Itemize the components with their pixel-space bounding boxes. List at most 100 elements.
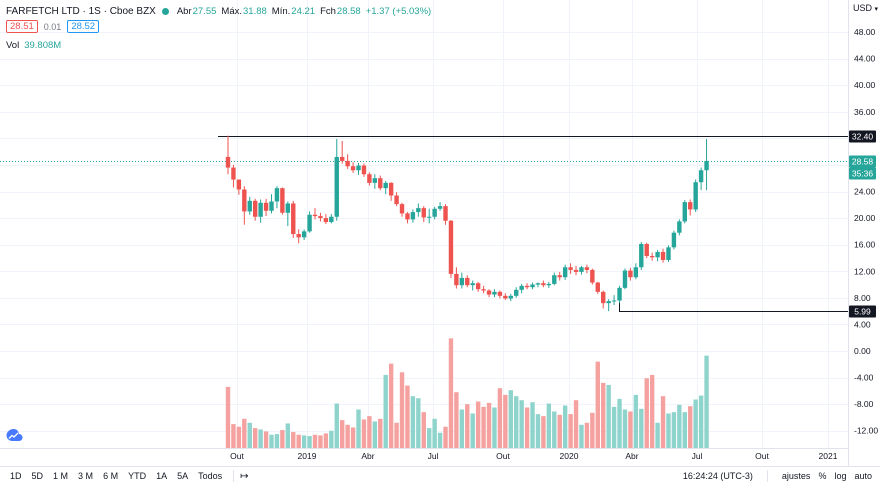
- candle: [590, 268, 595, 285]
- price-axis-label: 44.00: [854, 54, 876, 64]
- volume-bar: [644, 378, 649, 448]
- time-axis-label: Out: [230, 451, 244, 461]
- candle-body: [345, 160, 350, 167]
- candle: [443, 204, 448, 225]
- timeframe-todos[interactable]: Todos: [198, 471, 223, 481]
- bottom-toolbar: 1D 5D 1 M 3 M 6 M YTD 1A 5A Todos ↦ 16:2…: [0, 466, 880, 485]
- candle: [263, 198, 269, 217]
- price-chart[interactable]: 48.0044.0040.0036.0032.0028.0024.0020.00…: [0, 0, 880, 466]
- candle-body: [617, 287, 622, 301]
- support-price-tag[interactable]: 5.99: [849, 305, 876, 318]
- candle: [291, 200, 296, 239]
- resistance-price-tag-bg: [849, 130, 876, 143]
- candle-body: [269, 201, 274, 211]
- price-axis-label: -8.00: [854, 399, 874, 409]
- adjust-button[interactable]: ajustes: [781, 471, 811, 481]
- candle: [225, 135, 231, 175]
- clock-time[interactable]: 16:24:24 (UTC-3): [682, 471, 753, 481]
- volume-bar: [269, 434, 274, 448]
- timeframe-3m[interactable]: 3 M: [78, 471, 94, 481]
- volume-bar: [274, 434, 280, 448]
- candle-body: [231, 167, 236, 180]
- candle: [633, 263, 639, 280]
- volume-value: 39.808M: [24, 40, 62, 51]
- last-price-tag[interactable]: 28.58: [849, 155, 876, 168]
- candle-body: [492, 291, 497, 295]
- price-axis[interactable]: 48.0044.0040.0036.0032.0028.0024.0020.00…: [854, 27, 878, 436]
- candle: [535, 282, 541, 288]
- candle: [682, 200, 687, 224]
- candle-body: [660, 251, 666, 260]
- candle: [508, 293, 513, 302]
- time-axis[interactable]: Out 2019 Abr Jul Out 2020 Abr Jul Out 2021: [230, 451, 838, 461]
- volume-bars: [225, 338, 709, 448]
- toolbar-right: 16:24:24 (UTC-3) ajustes % log auto: [683, 470, 880, 482]
- timeframe-1m[interactable]: 1 M: [53, 471, 69, 481]
- volume-bar: [285, 423, 291, 448]
- candle: [318, 212, 323, 222]
- candle: [481, 285, 486, 294]
- timeframe-5d[interactable]: 5D: [31, 471, 44, 481]
- volume-bar: [421, 412, 426, 448]
- candle-body: [535, 283, 541, 285]
- volume-bar: [416, 398, 421, 448]
- time-axis-label: Jul: [692, 451, 703, 461]
- candle-body: [443, 206, 448, 221]
- timeframe-1d[interactable]: 1D: [10, 471, 22, 481]
- chart-grid: [0, 0, 848, 448]
- volume-bar: [388, 363, 394, 448]
- volume-bar: [252, 428, 258, 448]
- candle-body: [693, 182, 698, 210]
- candle: [242, 186, 247, 225]
- market-status-icon[interactable]: [161, 8, 169, 15]
- volume-bar: [535, 414, 541, 448]
- volume-bar: [639, 408, 644, 448]
- candle-body: [562, 267, 568, 278]
- candle: [334, 138, 339, 221]
- auto-scale-button[interactable]: auto: [854, 471, 872, 481]
- bid-button[interactable]: 28.51: [6, 20, 38, 33]
- candle-body: [307, 214, 312, 232]
- candle-body: [465, 277, 470, 286]
- legend-ohlc-row: FARFETCH LTD · 1S · Cboe BZX Abr 27.55 M…: [6, 4, 431, 19]
- symbol-title[interactable]: FARFETCH LTD · 1S · Cboe BZX: [6, 6, 156, 17]
- volume-bar: [470, 413, 475, 448]
- timeframe-ytd[interactable]: YTD: [128, 471, 147, 481]
- candle: [573, 265, 579, 276]
- high-label: Máx.: [221, 6, 243, 17]
- percent-scale-button[interactable]: %: [818, 471, 827, 481]
- timeframe-5a[interactable]: 5A: [177, 471, 189, 481]
- candle-body: [704, 160, 709, 171]
- candle: [252, 198, 258, 221]
- time-axis-label: Abr: [625, 451, 638, 461]
- volume-bar: [410, 396, 416, 448]
- timeframe-6m[interactable]: 6 M: [103, 471, 119, 481]
- log-scale-button[interactable]: log: [834, 471, 847, 481]
- volume-bar: [508, 390, 513, 448]
- volume-bar: [432, 418, 437, 448]
- volume-bar: [334, 403, 339, 448]
- candle: [595, 281, 600, 294]
- resistance-price-tag[interactable]: 32.40: [849, 130, 876, 143]
- ask-button[interactable]: 28.52: [67, 20, 100, 33]
- currency-label[interactable]: USD ▾: [853, 3, 878, 13]
- timeframe-1a[interactable]: 1A: [156, 471, 168, 481]
- bar-countdown-tag[interactable]: 35:36: [849, 167, 876, 180]
- candle-body: [481, 289, 486, 291]
- candle-body: [274, 188, 280, 202]
- candle-body: [497, 291, 503, 296]
- tradingview-logo-icon[interactable]: [5, 428, 23, 442]
- volume-bar: [573, 400, 579, 448]
- volume-bar: [263, 431, 269, 448]
- time-axis-label: Abr: [361, 451, 374, 461]
- date-range-icon[interactable]: ↦: [240, 470, 249, 482]
- candle-body: [394, 195, 399, 205]
- volume-legend[interactable]: Vol 39.808M: [6, 38, 431, 53]
- candle-body: [486, 290, 492, 295]
- candle: [459, 272, 465, 289]
- volume-bar: [356, 409, 361, 448]
- candle: [280, 187, 285, 215]
- volume-bar: [514, 396, 519, 448]
- legend: FARFETCH LTD · 1S · Cboe BZX Abr 27.55 M…: [6, 4, 431, 53]
- candle-body: [296, 234, 301, 238]
